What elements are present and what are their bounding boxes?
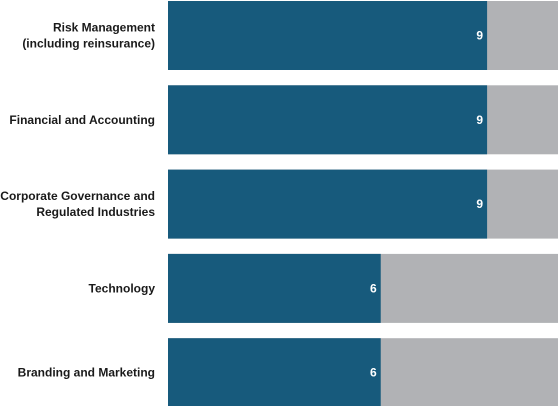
category-label: Corporate Governance and xyxy=(0,189,155,203)
category-label: Branding and Marketing xyxy=(18,366,155,380)
bar-value xyxy=(168,1,488,70)
bar-value xyxy=(168,338,381,406)
bar-value xyxy=(168,253,381,323)
bar-value xyxy=(168,85,488,155)
bar-value-label: 9 xyxy=(476,113,483,127)
bar-value-label: 9 xyxy=(476,29,483,43)
bar-value-label: 9 xyxy=(476,197,483,211)
category-label: (including reinsurance) xyxy=(22,37,155,51)
category-label: Technology xyxy=(89,281,156,295)
bar-value xyxy=(168,169,488,239)
category-label: Regulated Industries xyxy=(36,205,155,219)
category-label: Risk Management xyxy=(53,21,155,35)
bar-value-label: 6 xyxy=(370,366,377,380)
category-label: Financial and Accounting xyxy=(9,113,155,127)
bar-value-label: 6 xyxy=(370,281,377,295)
